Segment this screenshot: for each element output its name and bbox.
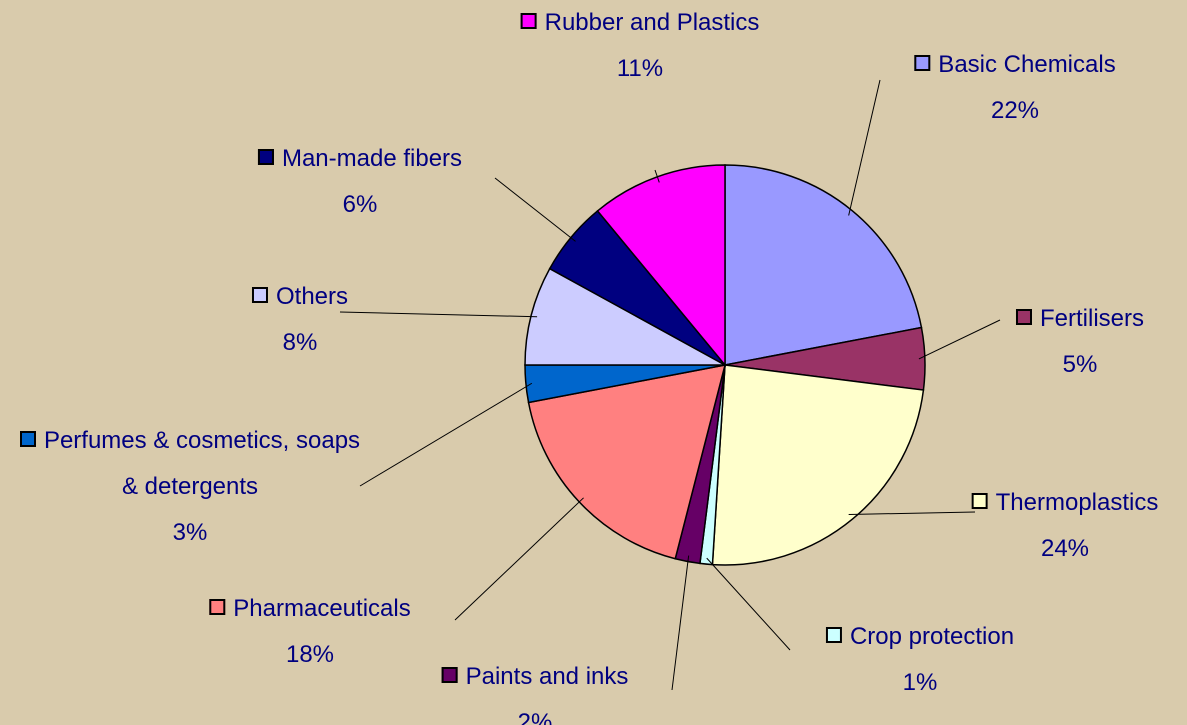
data-label: Paints and inks 2% — [441, 654, 629, 725]
pie-slice — [724, 164, 923, 366]
slice-percent: 5% — [1062, 351, 1098, 378]
legend-swatch — [209, 599, 226, 615]
leader-line — [706, 557, 791, 651]
slice-name: Perfumes & cosmetics, soaps & detergents — [43, 427, 361, 500]
slice-name: Crop protection — [849, 623, 1015, 650]
data-label: Basic Chemicals 22% — [914, 42, 1116, 134]
data-label: Fertilisers 5% — [1015, 296, 1145, 388]
data-label: Rubber and Plastics 11% — [520, 0, 760, 92]
slice-name: Pharmaceuticals — [233, 595, 411, 622]
slice-name: Fertilisers — [1039, 305, 1145, 332]
legend-swatch — [520, 13, 537, 29]
slice-percent: 8% — [282, 329, 318, 356]
legend-swatch — [251, 287, 268, 303]
slice-percent: 22% — [990, 97, 1040, 124]
leader-line — [494, 177, 576, 242]
legend-swatch — [971, 493, 988, 509]
pie-slice — [524, 267, 726, 366]
legend-swatch — [441, 667, 458, 683]
leader-line — [359, 382, 533, 487]
data-label: Man-made fibers 6% — [257, 136, 463, 228]
slice-percent: 11% — [616, 55, 664, 82]
slice-name: Thermoplastics — [995, 489, 1159, 516]
slice-percent: 2% — [517, 709, 553, 725]
pie-slice — [711, 364, 925, 566]
slice-name: Paints and inks — [465, 663, 629, 690]
data-label: Crop protection 1% — [825, 614, 1015, 706]
slice-percent: 18% — [285, 641, 335, 668]
legend-swatch — [1015, 309, 1032, 325]
data-label: Perfumes & cosmetics, soaps & detergents… — [10, 418, 370, 556]
slice-name: Others — [275, 283, 349, 310]
data-label: Thermoplastics 24% — [971, 480, 1159, 572]
data-label: Pharmaceuticals 18% — [209, 586, 411, 678]
slice-percent: 1% — [902, 669, 938, 696]
slice-percent: 3% — [172, 519, 208, 546]
legend-swatch — [257, 149, 274, 165]
legend-swatch — [825, 627, 842, 643]
leader-line — [339, 311, 538, 318]
leader-line — [454, 497, 584, 621]
legend-swatch — [19, 431, 36, 447]
leader-line — [848, 511, 976, 515]
leader-line — [654, 169, 660, 183]
slice-name: Basic Chemicals — [938, 51, 1116, 78]
leader-line — [671, 555, 690, 691]
slice-name: Rubber and Plastics — [544, 9, 760, 36]
leader-line — [848, 79, 881, 216]
data-label: Others 8% — [251, 274, 349, 366]
leader-line — [918, 319, 1001, 360]
legend-swatch — [914, 55, 931, 71]
slice-percent: 6% — [342, 191, 378, 218]
slice-name: Man-made fibers — [281, 145, 463, 172]
slice-percent: 24% — [1040, 535, 1090, 562]
